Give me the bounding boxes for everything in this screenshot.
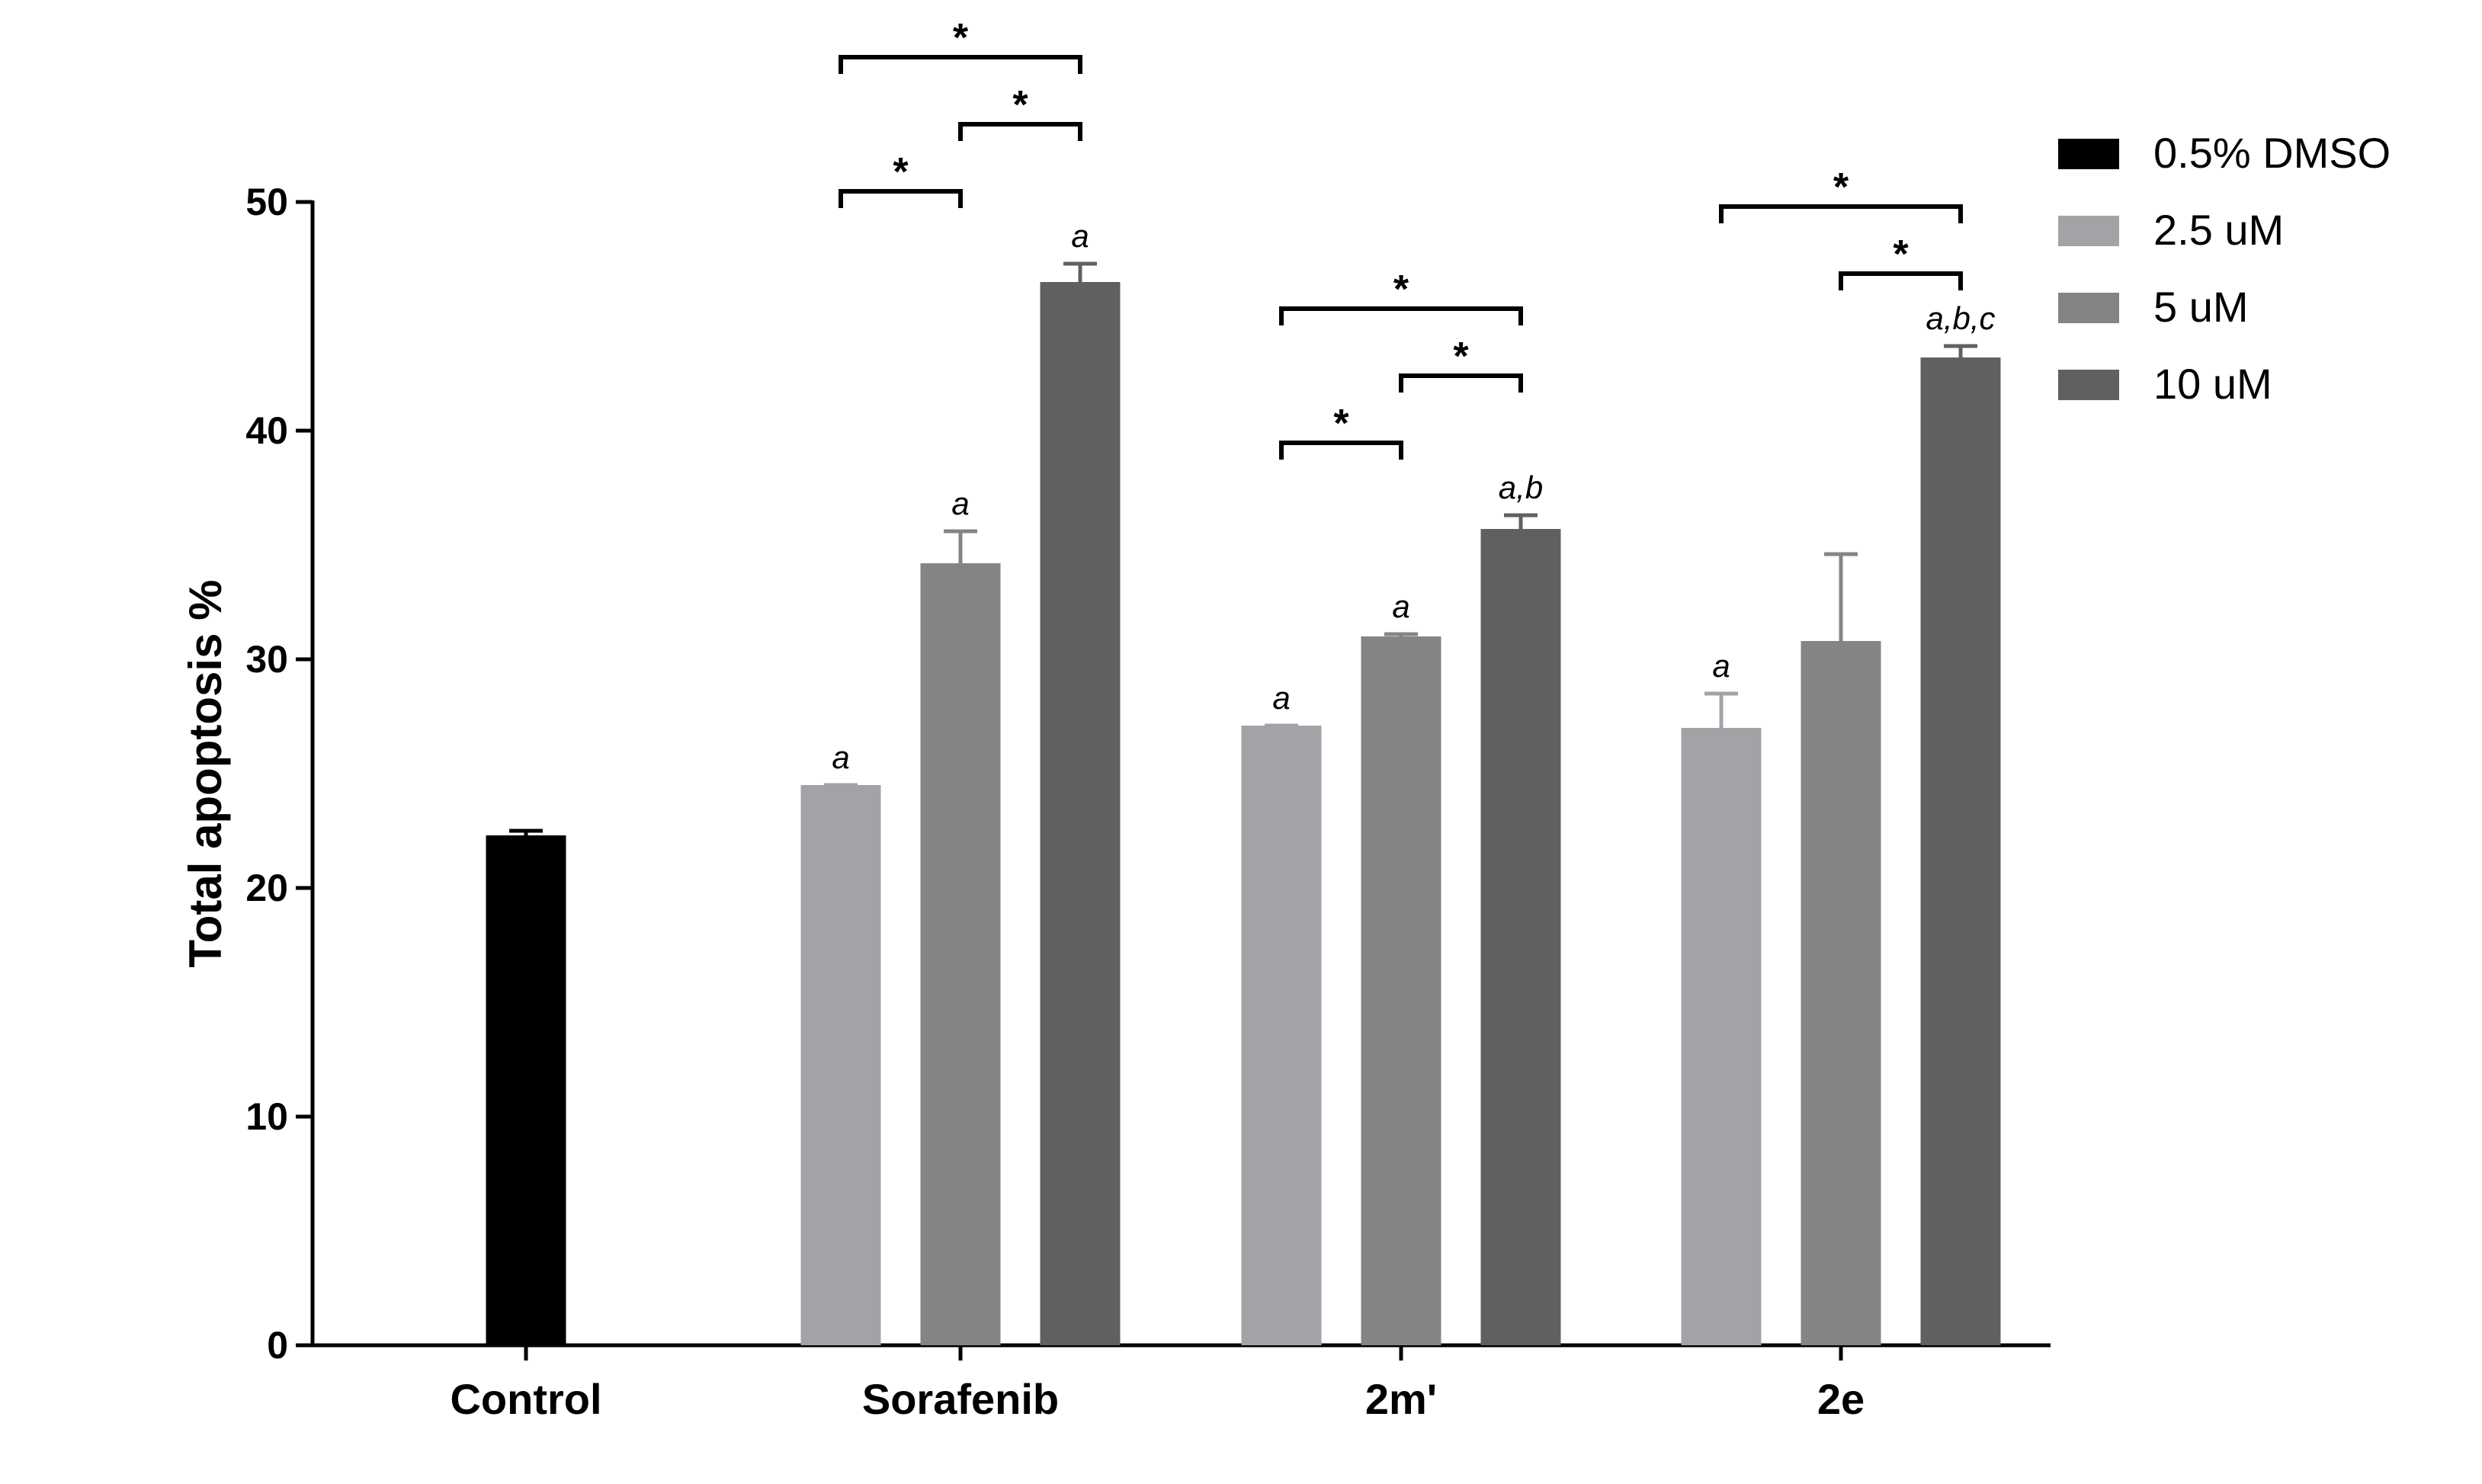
bar: [1480, 529, 1561, 1345]
bar-annotation: a: [1272, 680, 1290, 716]
legend-label: 5 uM: [2153, 283, 2249, 331]
bar-annotation: a,b: [1499, 470, 1543, 505]
significance-star: *: [1453, 335, 1469, 379]
bar-annotation: a: [832, 739, 849, 775]
legend-label: 2.5 uM: [2153, 206, 2284, 254]
y-tick-label: 40: [245, 409, 288, 452]
significance-star: *: [1393, 268, 1409, 312]
bar: [1920, 357, 2001, 1345]
legend-label: 10 uM: [2153, 360, 2272, 408]
significance-star: *: [1833, 165, 1849, 210]
significance-star: *: [1893, 232, 1909, 277]
bar: [1361, 636, 1441, 1345]
legend-swatch: [2058, 216, 2119, 246]
y-tick-label: 0: [267, 1324, 288, 1367]
significance-bracket: [839, 55, 1082, 74]
bar: [1241, 726, 1322, 1345]
bar-annotation: a: [951, 486, 969, 521]
y-tick-label: 10: [245, 1095, 288, 1138]
significance-star: *: [1333, 402, 1349, 446]
bar: [800, 785, 881, 1345]
x-category-label: 2e: [1817, 1375, 1865, 1423]
significance-bracket: [958, 122, 1082, 141]
bar: [486, 835, 566, 1345]
legend-label: 0.5% DMSO: [2153, 129, 2391, 177]
bar-annotation: a: [1071, 218, 1089, 254]
significance-bracket: [1279, 441, 1403, 460]
y-tick-label: 50: [245, 181, 288, 223]
significance-star: *: [1012, 83, 1028, 127]
legend-swatch: [2058, 139, 2119, 169]
y-tick-label: 30: [245, 638, 288, 681]
bar: [1681, 728, 1762, 1345]
significance-star: *: [953, 16, 969, 60]
significance-star: *: [893, 150, 909, 194]
bar: [1040, 282, 1121, 1345]
significance-bracket: [1399, 373, 1523, 393]
significance-bracket: [1839, 271, 1963, 290]
x-category-label: Control: [450, 1375, 601, 1423]
legend-swatch: [2058, 293, 2119, 323]
bar: [920, 563, 1001, 1345]
bar-annotation: a,b,c: [1926, 300, 1995, 336]
x-category-label: Sorafenib: [862, 1375, 1059, 1423]
significance-bracket: [839, 189, 963, 208]
y-axis-label: Total apoptosis %: [180, 580, 231, 968]
x-category-label: 2m': [1365, 1375, 1437, 1423]
legend-swatch: [2058, 370, 2119, 400]
bar-annotation: a: [1712, 648, 1730, 684]
bar-annotation: a: [1392, 588, 1409, 624]
bar: [1801, 641, 1881, 1345]
significance-bracket: [1279, 306, 1523, 325]
y-tick-label: 20: [245, 867, 288, 909]
significance-bracket: [1719, 204, 1963, 223]
